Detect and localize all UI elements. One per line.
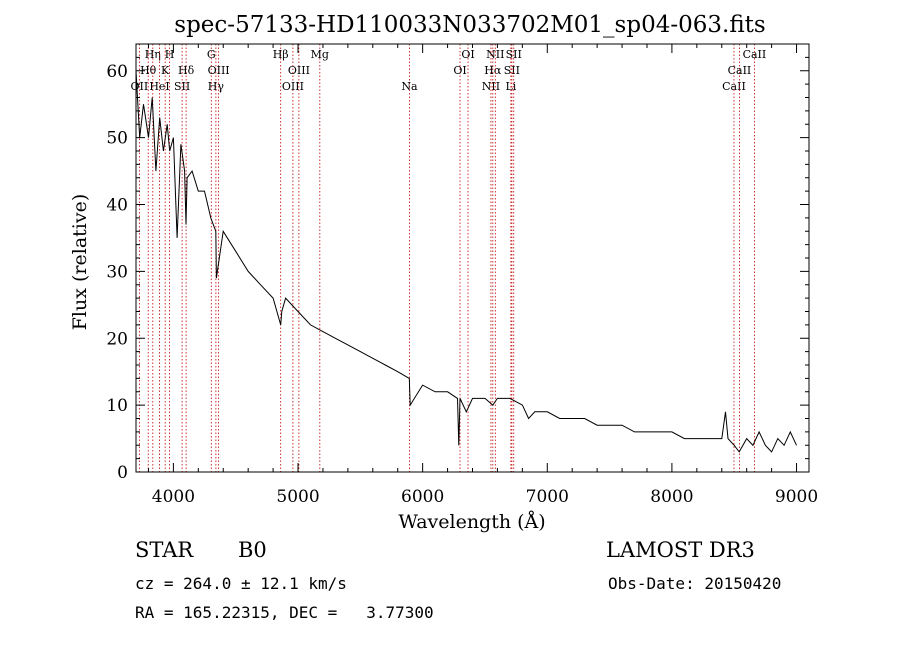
chart-title: spec-57133-HD110033N033702M01_sp04-063.f… bbox=[174, 12, 765, 38]
line-marker-label: CaII bbox=[722, 80, 746, 93]
line-marker-label: Hγ bbox=[208, 80, 225, 93]
object-class: STAR bbox=[135, 538, 194, 562]
line-marker-label: SII bbox=[506, 48, 522, 61]
x-tick-label: 4000 bbox=[152, 487, 195, 507]
line-marker-label: K bbox=[161, 64, 170, 77]
line-marker-label: NII bbox=[486, 48, 504, 61]
line-marker-label: OIII bbox=[282, 80, 304, 93]
line-marker-label: Hθ bbox=[140, 64, 157, 77]
line-marker-label: OIII bbox=[288, 64, 310, 77]
line-marker-label: Li bbox=[505, 80, 516, 93]
y-tick-label: 60 bbox=[106, 62, 128, 82]
y-axis: 0 10 20 30 40 50 60 bbox=[106, 56, 809, 483]
line-marker-label: OII bbox=[131, 80, 149, 93]
line-marker-label: Hδ bbox=[178, 64, 195, 77]
line-marker-label: OI bbox=[453, 64, 466, 77]
line-marker-label: OIII bbox=[208, 64, 230, 77]
y-tick-label: 30 bbox=[106, 262, 128, 282]
plot-frame bbox=[135, 43, 810, 473]
y-axis-label: Flux (relative) bbox=[69, 194, 91, 331]
x-axis-label: Wavelength (Å) bbox=[398, 511, 545, 533]
line-marker-label: CaII bbox=[743, 48, 767, 61]
y-tick-label: 40 bbox=[106, 196, 128, 216]
line-marker-label: SII bbox=[504, 64, 520, 77]
line-marker-label: CaII bbox=[728, 64, 752, 77]
y-tick-label: 10 bbox=[106, 396, 128, 416]
line-marker-label: Hα bbox=[484, 64, 502, 77]
x-tick-label: 6000 bbox=[401, 487, 444, 507]
line-marker-label: Na bbox=[401, 80, 418, 93]
line-marker-label: SII bbox=[174, 80, 190, 93]
redshift-cz: cz = 264.0 ± 12.1 km/s bbox=[135, 574, 347, 593]
x-axis: 4000 5000 6000 7000 8000 9000 bbox=[147, 44, 818, 507]
observation-date: Obs-Date: 20150420 bbox=[608, 574, 782, 593]
survey-name: LAMOST DR3 bbox=[606, 538, 755, 562]
spectrum-line bbox=[135, 70, 797, 453]
x-tick-label: 5000 bbox=[276, 487, 319, 507]
line-marker-label: Mg bbox=[311, 48, 329, 61]
y-tick-label: 50 bbox=[106, 129, 128, 149]
line-marker-label: H bbox=[165, 48, 175, 61]
x-tick-label: 9000 bbox=[775, 487, 818, 507]
coordinates: RA = 165.22315, DEC = 3.77300 bbox=[135, 603, 434, 622]
line-marker-label: HeI bbox=[149, 80, 169, 93]
x-tick-label: 8000 bbox=[650, 487, 693, 507]
x-tick-label: 7000 bbox=[526, 487, 569, 507]
line-marker-label: Hβ bbox=[273, 48, 289, 61]
emission-line-markers: OIIHθHηHeIKHSIIHδGHγOIIIHβOIIIOIIIMgNaOI… bbox=[131, 44, 767, 472]
y-tick-label: 0 bbox=[117, 463, 128, 483]
line-marker-label: OI bbox=[461, 48, 474, 61]
y-tick-label: 20 bbox=[106, 329, 128, 349]
line-marker-label: Hη bbox=[145, 48, 161, 61]
line-marker-label: NII bbox=[482, 80, 500, 93]
object-subclass: B0 bbox=[238, 538, 267, 562]
spectrum-chart: spec-57133-HD110033N033702M01_sp04-063.f… bbox=[69, 12, 818, 533]
line-marker-label: G bbox=[207, 48, 216, 61]
